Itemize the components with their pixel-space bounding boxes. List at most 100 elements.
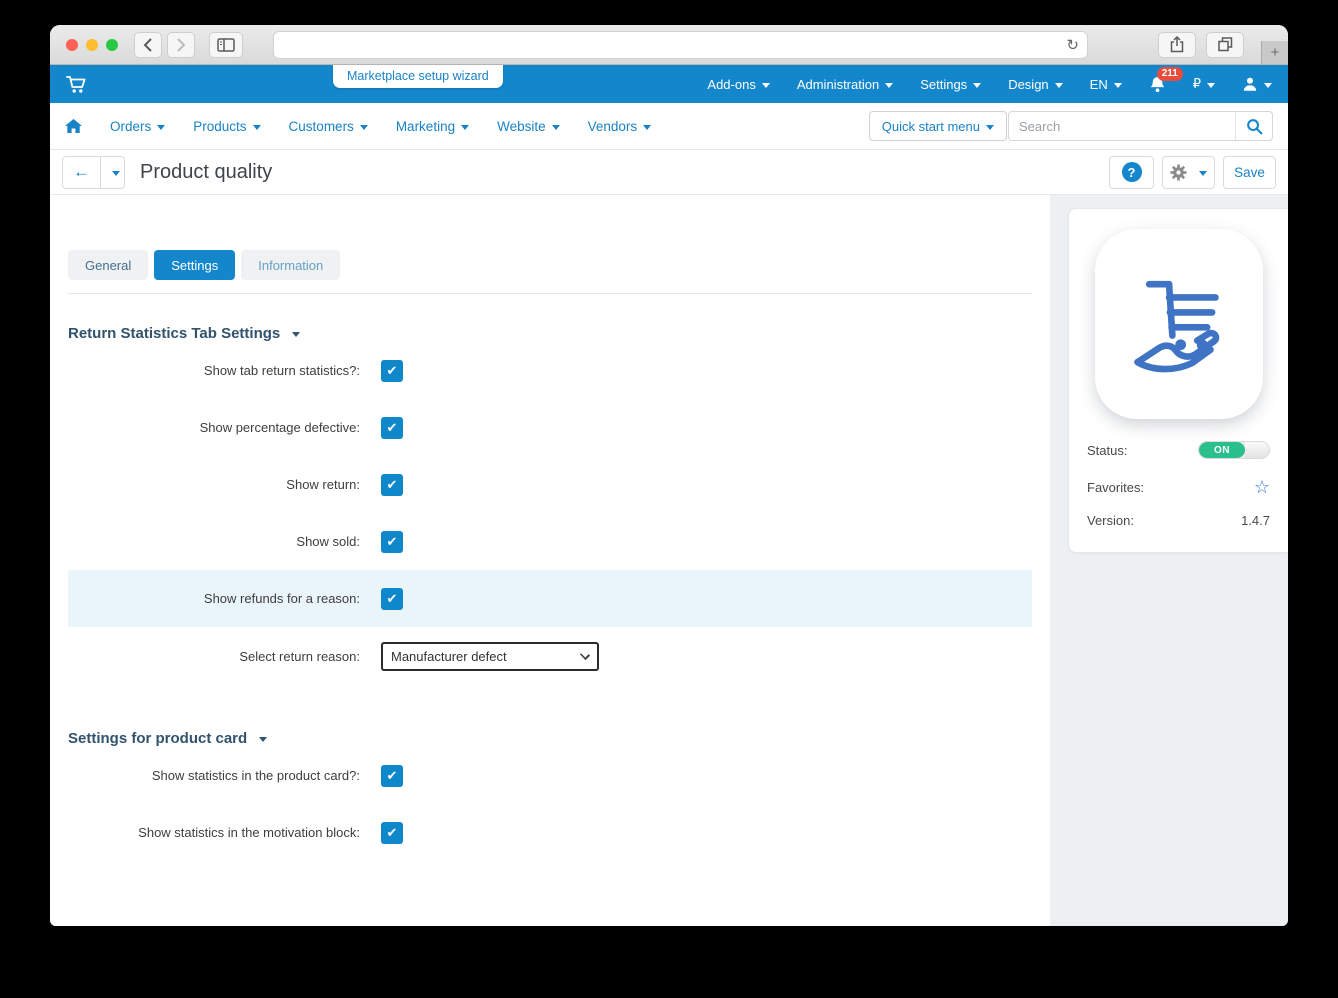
form-row: Show sold: ✔ <box>68 513 1032 570</box>
form-row: Show return: ✔ <box>68 456 1032 513</box>
browser-window: ↻ + Marketplace s <box>50 25 1288 926</box>
section-return-statistics[interactable]: Return Statistics Tab Settings <box>68 325 1032 342</box>
checkbox-show-statistics-motivation-block[interactable]: ✔ <box>381 821 403 844</box>
caret-down-icon <box>986 124 994 130</box>
caret-down-icon <box>761 82 770 88</box>
caret-down-icon <box>252 124 261 130</box>
caret-down-icon <box>259 737 268 742</box>
quick-start-menu-button[interactable]: Quick start menu <box>868 111 1007 141</box>
back-dropdown-button[interactable] <box>100 156 124 188</box>
check-icon: ✔ <box>386 533 398 549</box>
traffic-lights <box>66 38 118 51</box>
nav-products-label: Products <box>193 118 247 134</box>
menu-administration-label: Administration <box>796 76 880 92</box>
address-bar[interactable]: ↻ <box>273 30 1088 59</box>
checkbox-show-return[interactable]: ✔ <box>381 473 403 496</box>
reload-icon[interactable]: ↻ <box>1066 36 1079 54</box>
menu-settings[interactable]: Settings <box>920 76 982 92</box>
share-button[interactable] <box>1158 31 1196 58</box>
cart-hand-icon <box>1133 280 1219 373</box>
browser-toolbar: ↻ + <box>50 25 1288 65</box>
form-row-highlighted: Show refunds for a reason: ✔ <box>68 570 1032 627</box>
menu-design[interactable]: Design <box>1008 77 1063 92</box>
menu-addons[interactable]: Add-ons <box>707 77 770 92</box>
divider <box>68 293 1032 294</box>
checkbox-show-sold[interactable]: ✔ <box>381 530 403 553</box>
field-label: Show statistics in the product card?: <box>151 768 360 783</box>
version-row: Version: 1.4.7 <box>1085 513 1272 528</box>
caret-down-icon <box>885 82 894 88</box>
tab-information[interactable]: Information <box>241 250 341 280</box>
caret-down-icon <box>461 124 470 130</box>
menu-administration[interactable]: Administration <box>796 76 894 92</box>
checkbox-show-tab-return-statistics[interactable]: ✔ <box>381 359 403 382</box>
close-window-button[interactable] <box>66 38 78 51</box>
nav-marketing[interactable]: Marketing <box>396 119 470 134</box>
field-label: Show tab return statistics?: <box>203 363 360 378</box>
return-reason-select[interactable]: Manufacturer defect <box>381 641 599 671</box>
nav-vendors[interactable]: Vendors <box>588 119 652 134</box>
settings-content: General Settings Information Return Stat… <box>50 195 1050 926</box>
search-input[interactable] <box>1009 118 1235 134</box>
star-icon[interactable]: ☆ <box>1253 477 1270 497</box>
search-icon <box>1246 118 1262 134</box>
field-label: Show return: <box>286 477 360 492</box>
check-icon: ✔ <box>386 767 398 783</box>
browser-forward-button[interactable] <box>167 31 195 58</box>
checkbox-show-statistics-product-card[interactable]: ✔ <box>381 764 403 787</box>
cart-icon[interactable] <box>66 75 87 94</box>
caret-down-icon <box>359 124 368 130</box>
menu-language[interactable]: EN <box>1090 77 1122 92</box>
sidebar-toggle-button[interactable] <box>209 31 243 58</box>
notifications-button[interactable]: 211 <box>1149 66 1183 93</box>
chevron-left-icon <box>143 37 152 52</box>
nav-products[interactable]: Products <box>193 118 261 134</box>
browser-back-button[interactable] <box>134 31 162 58</box>
search-button[interactable] <box>1235 112 1272 140</box>
section-product-card[interactable]: Settings for product card <box>68 730 1032 747</box>
language-label: EN <box>1089 76 1108 92</box>
check-icon: ✔ <box>386 824 398 840</box>
notification-count-badge: 211 <box>1156 66 1183 81</box>
tab-general[interactable]: General <box>68 250 149 280</box>
status-toggle[interactable]: ON <box>1198 441 1270 459</box>
home-icon[interactable] <box>65 118 82 134</box>
caret-down-icon <box>1054 82 1063 88</box>
tab-settings[interactable]: Settings <box>154 250 236 280</box>
help-button[interactable]: ? <box>1109 155 1154 189</box>
field-label: Show percentage defective: <box>199 420 360 435</box>
caret-down-icon <box>1199 170 1207 176</box>
gear-menu-button[interactable] <box>1162 155 1215 189</box>
addon-icon-tile <box>1094 229 1263 419</box>
marketplace-setup-wizard-button[interactable]: Marketplace setup wizard <box>333 65 503 88</box>
save-button[interactable]: Save <box>1223 155 1276 189</box>
checkbox-show-percentage-defective[interactable]: ✔ <box>381 416 403 439</box>
status-on-segment: ON <box>1199 442 1245 458</box>
user-menu[interactable] <box>1242 76 1272 92</box>
address-input[interactable] <box>282 37 1067 52</box>
minimize-window-button[interactable] <box>86 38 98 51</box>
currency-selector[interactable]: ₽ <box>1193 76 1215 92</box>
back-button[interactable]: ← <box>73 162 90 181</box>
nav-website-label: Website <box>497 118 546 134</box>
caret-down-icon <box>1207 82 1215 88</box>
tabs-icon <box>1217 37 1232 52</box>
section-title: Settings for product card <box>68 730 248 747</box>
nav-customers[interactable]: Customers <box>289 119 368 134</box>
nav-orders[interactable]: Orders <box>110 119 166 134</box>
caret-down-icon <box>551 124 560 130</box>
page-header: ← Product quality ? <box>50 150 1288 195</box>
caret-down-icon <box>157 124 166 130</box>
user-icon <box>1243 77 1257 91</box>
checkbox-show-refunds-for-reason[interactable]: ✔ <box>381 587 403 610</box>
tab-overview-button[interactable] <box>1206 31 1244 58</box>
nav-website[interactable]: Website <box>497 119 560 134</box>
zoom-window-button[interactable] <box>106 38 118 51</box>
form-row: Show statistics in the motivation block:… <box>68 804 1032 861</box>
search-box <box>1008 111 1273 141</box>
menu-settings-label: Settings <box>920 76 968 92</box>
field-label: Show statistics in the motivation block: <box>138 825 360 840</box>
favorites-row: Favorites: ☆ <box>1085 478 1272 496</box>
new-tab-button[interactable]: + <box>1261 41 1288 64</box>
caret-down-icon <box>1264 82 1272 88</box>
